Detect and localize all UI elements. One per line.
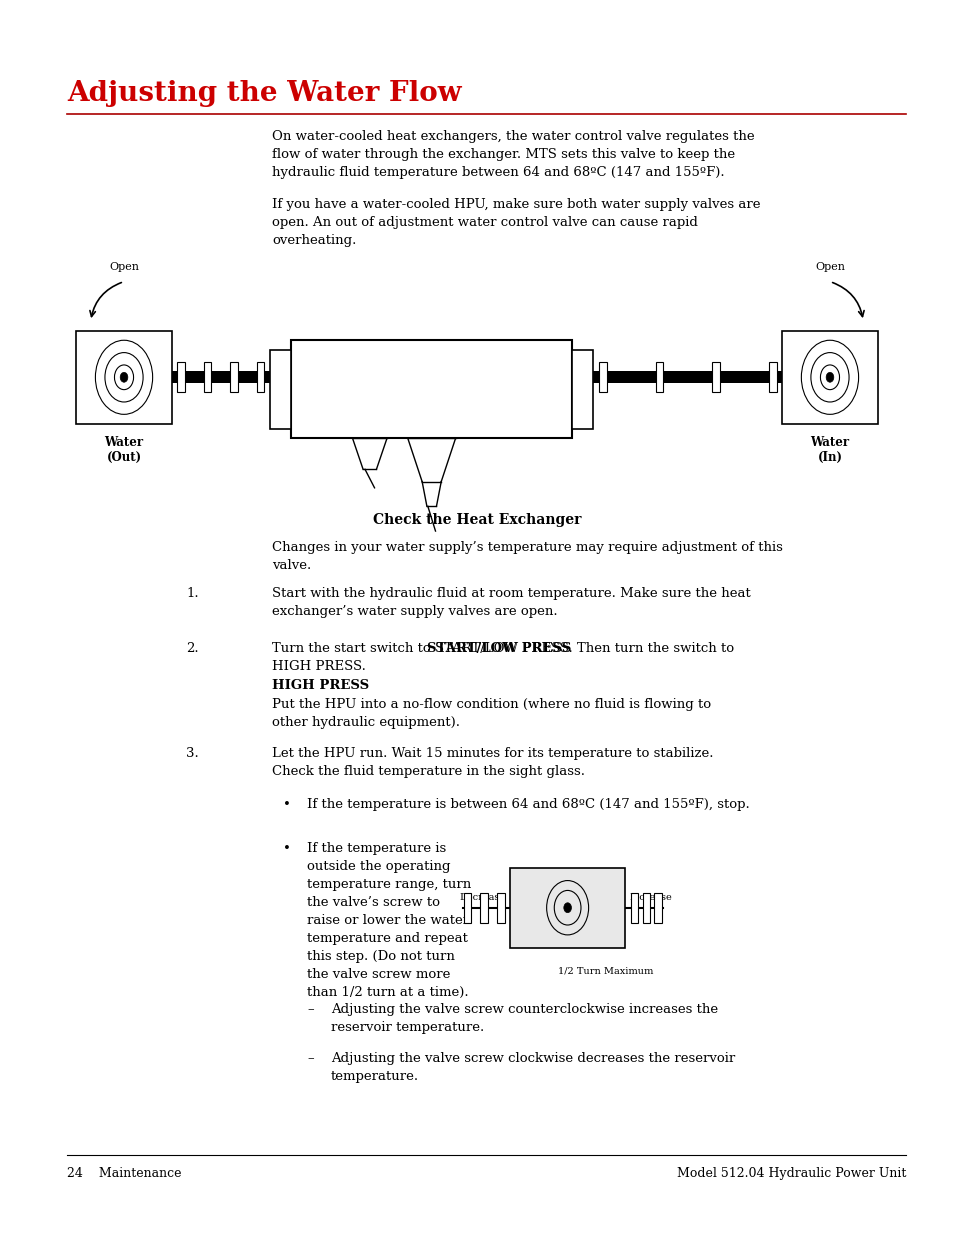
Bar: [463, 893, 471, 923]
Bar: [593, 370, 781, 383]
Bar: [630, 893, 638, 923]
Text: –: –: [307, 1003, 314, 1016]
Bar: [712, 363, 720, 393]
Text: Turn the start switch to START/LOW PRESS. Then turn the switch to
HIGH PRESS.: Turn the start switch to START/LOW PRESS…: [272, 642, 733, 673]
Bar: [204, 363, 212, 393]
Bar: [781, 331, 877, 424]
Text: 1/2 Turn Maximum: 1/2 Turn Maximum: [558, 966, 653, 976]
Bar: [572, 350, 593, 429]
Bar: [177, 363, 185, 393]
Bar: [76, 331, 172, 424]
Text: Decrease: Decrease: [459, 893, 505, 902]
Circle shape: [120, 373, 128, 383]
Text: 3.: 3.: [186, 747, 198, 761]
Text: Adjusting the valve screw clockwise decreases the reservoir
temperature.: Adjusting the valve screw clockwise decr…: [331, 1052, 735, 1083]
Bar: [256, 363, 264, 393]
Text: 1.: 1.: [186, 587, 198, 600]
Text: Adjusting the valve screw counterclockwise increases the
reservoir temperature.: Adjusting the valve screw counterclockwi…: [331, 1003, 718, 1034]
Text: Water
(Out): Water (Out): [104, 436, 144, 464]
Text: HIGH PRESS: HIGH PRESS: [272, 679, 369, 693]
Text: Increase: Increase: [629, 893, 672, 902]
Bar: [270, 350, 291, 429]
Text: Put the HPU into a no-flow condition (where no fluid is flowing to
other hydraul: Put the HPU into a no-flow condition (wh…: [272, 698, 710, 729]
Bar: [654, 893, 661, 923]
Bar: [230, 363, 237, 393]
Text: 2.: 2.: [186, 642, 198, 656]
Text: If the temperature is between 64 and 68ºC (147 and 155ºF), stop.: If the temperature is between 64 and 68º…: [307, 798, 749, 811]
Bar: [598, 363, 606, 393]
Circle shape: [825, 373, 833, 383]
Text: Let the HPU run. Wait 15 minutes for its temperature to stabilize.
Check the flu: Let the HPU run. Wait 15 minutes for its…: [272, 747, 713, 778]
Text: 24    Maintenance: 24 Maintenance: [67, 1167, 181, 1181]
Text: Water
(In): Water (In): [809, 436, 849, 464]
Text: If the temperature is
outside the operating
temperature range, turn
the valve’s : If the temperature is outside the operat…: [307, 842, 471, 999]
Bar: [479, 893, 487, 923]
Text: Open: Open: [109, 262, 139, 272]
Text: •: •: [283, 798, 291, 811]
Bar: [641, 893, 650, 923]
Text: •: •: [283, 842, 291, 856]
Bar: [497, 893, 504, 923]
Text: Start with the hydraulic fluid at room temperature. Make sure the heat
exchanger: Start with the hydraulic fluid at room t…: [272, 587, 750, 618]
Text: –: –: [307, 1052, 314, 1066]
Text: Adjusting the Water Flow: Adjusting the Water Flow: [67, 80, 461, 107]
Text: If you have a water-cooled HPU, make sure both water supply valves are
open. An : If you have a water-cooled HPU, make sur…: [272, 198, 760, 247]
Text: Model 512.04 Hydraulic Power Unit: Model 512.04 Hydraulic Power Unit: [677, 1167, 905, 1181]
Text: START/LOW PRESS: START/LOW PRESS: [427, 642, 571, 656]
Bar: [291, 340, 572, 438]
Circle shape: [563, 903, 571, 913]
Text: Open: Open: [814, 262, 844, 272]
Bar: [655, 363, 662, 393]
Bar: [172, 370, 270, 383]
Text: Changes in your water supply’s temperature may require adjustment of this
valve.: Changes in your water supply’s temperatu…: [272, 541, 782, 572]
Text: On water-cooled heat exchangers, the water control valve regulates the
flow of w: On water-cooled heat exchangers, the wat…: [272, 130, 754, 179]
Bar: [510, 867, 624, 948]
Bar: [768, 363, 776, 393]
Text: Check the Heat Exchanger: Check the Heat Exchanger: [373, 513, 580, 526]
